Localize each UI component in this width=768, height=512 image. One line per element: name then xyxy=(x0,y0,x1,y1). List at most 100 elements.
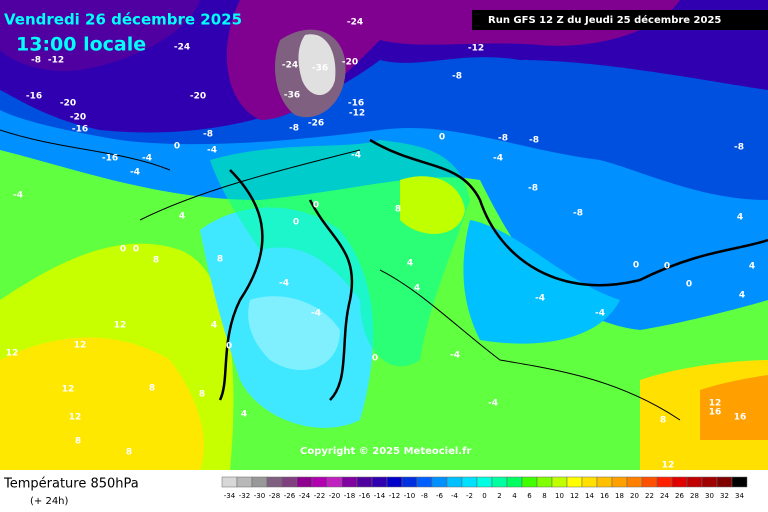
legend-label: -10 xyxy=(404,492,415,500)
legend-swatch xyxy=(386,476,403,488)
legend-label: 10 xyxy=(555,492,564,500)
map-label: 12 xyxy=(62,385,75,395)
map-label: 4 xyxy=(749,262,755,272)
legend-swatch xyxy=(416,476,433,488)
map-label: 0 xyxy=(174,142,180,152)
legend-swatch xyxy=(611,476,628,488)
legend-label: -26 xyxy=(284,492,296,500)
map-label: -4 xyxy=(488,399,498,409)
map-label: -4 xyxy=(142,154,152,164)
map-label: -4 xyxy=(130,168,140,178)
map-label: 8 xyxy=(149,384,155,394)
run-box xyxy=(472,10,768,30)
forecast-date: Vendredi 26 décembre 2025 xyxy=(4,11,242,29)
legend-swatch xyxy=(326,476,343,488)
legend-label: 8 xyxy=(542,492,546,500)
legend-swatch xyxy=(356,476,373,488)
map-label: 4 xyxy=(407,259,413,269)
map-label: 8 xyxy=(660,416,666,426)
legend-swatch xyxy=(686,476,703,488)
map-label: 0 xyxy=(133,245,139,255)
map-label: -12 xyxy=(349,109,365,119)
map-label: 0 xyxy=(293,218,299,228)
legend-label: 6 xyxy=(527,492,532,500)
map-label: -4 xyxy=(13,191,23,201)
map-background xyxy=(0,0,768,470)
legend-label: -32 xyxy=(239,492,250,500)
legend-label: 26 xyxy=(675,492,684,500)
run-info: Run GFS 12 Z du Jeudi 25 décembre 2025 xyxy=(488,14,721,26)
map-label: 0 xyxy=(226,342,232,352)
map-label: -8 xyxy=(573,209,583,219)
map-label: 12 xyxy=(114,321,127,331)
legend-swatch xyxy=(446,476,463,488)
map-label: -20 xyxy=(190,92,206,102)
legend-swatch xyxy=(236,476,253,488)
map-label: -8 xyxy=(203,130,213,140)
legend-label: 14 xyxy=(585,492,594,500)
legend-label: -18 xyxy=(344,492,355,500)
map-label: -24 xyxy=(174,43,190,53)
legend-swatch xyxy=(716,476,733,488)
legend-swatch xyxy=(656,476,673,488)
legend-label: 28 xyxy=(690,492,699,500)
map-label: -16 xyxy=(26,92,42,102)
legend-swatch xyxy=(641,476,658,488)
map-label: -8 xyxy=(31,56,41,66)
legend-swatch xyxy=(266,476,283,488)
map-label: -4 xyxy=(450,351,460,361)
map-label: -8 xyxy=(452,72,462,82)
legend-swatch xyxy=(566,476,583,488)
legend-label: -34 xyxy=(224,492,236,500)
map-label: 16 xyxy=(734,413,747,423)
map-label: -8 xyxy=(528,184,538,194)
legend-label: -22 xyxy=(314,492,325,500)
legend-label: 34 xyxy=(735,492,744,500)
legend-swatch xyxy=(671,476,688,488)
map-label: -36 xyxy=(284,91,300,101)
legend-label: -12 xyxy=(389,492,400,500)
legend-swatch xyxy=(311,476,328,488)
map-label: -4 xyxy=(207,146,217,156)
map-label: -4 xyxy=(493,154,503,164)
map-label: 16 xyxy=(709,408,722,418)
map-label: -12 xyxy=(468,44,484,54)
legend-swatch xyxy=(536,476,553,488)
legend-label: 2 xyxy=(497,492,501,500)
map-label: -24 xyxy=(347,18,363,28)
legend-label: -24 xyxy=(299,492,311,500)
legend-swatch xyxy=(221,476,238,488)
map-label: 4 xyxy=(211,321,217,331)
map-label: -4 xyxy=(351,151,361,161)
map-label: 0 xyxy=(664,262,670,272)
map-label: 4 xyxy=(737,213,743,223)
legend-label: -4 xyxy=(451,492,459,500)
legend-swatch xyxy=(626,476,643,488)
map-label: 4 xyxy=(414,284,420,294)
map-label: 0 xyxy=(313,201,319,211)
legend-swatch xyxy=(401,476,418,488)
legend-swatch xyxy=(731,476,748,488)
legend-label: -30 xyxy=(254,492,265,500)
map-label: 8 xyxy=(217,255,223,265)
map-label: 4 xyxy=(179,212,185,222)
map-label: 4 xyxy=(241,410,247,420)
map-label: -16 xyxy=(348,99,364,109)
legend-label: 20 xyxy=(630,492,639,500)
legend-swatch xyxy=(476,476,493,488)
legend-swatch xyxy=(251,476,268,488)
legend-swatch xyxy=(296,476,313,488)
legend-label: 12 xyxy=(570,492,579,500)
map-label: 8 xyxy=(395,205,401,215)
legend-label: -28 xyxy=(269,492,280,500)
legend-swatch xyxy=(341,476,358,488)
map-label: -4 xyxy=(535,294,545,304)
legend-swatch xyxy=(551,476,568,488)
map-label: -4 xyxy=(279,279,289,289)
legend-label: -6 xyxy=(436,492,444,500)
legend-label: -2 xyxy=(466,492,473,500)
map-label: 0 xyxy=(120,245,126,255)
map-label: 0 xyxy=(633,261,639,271)
legend-swatch xyxy=(596,476,613,488)
